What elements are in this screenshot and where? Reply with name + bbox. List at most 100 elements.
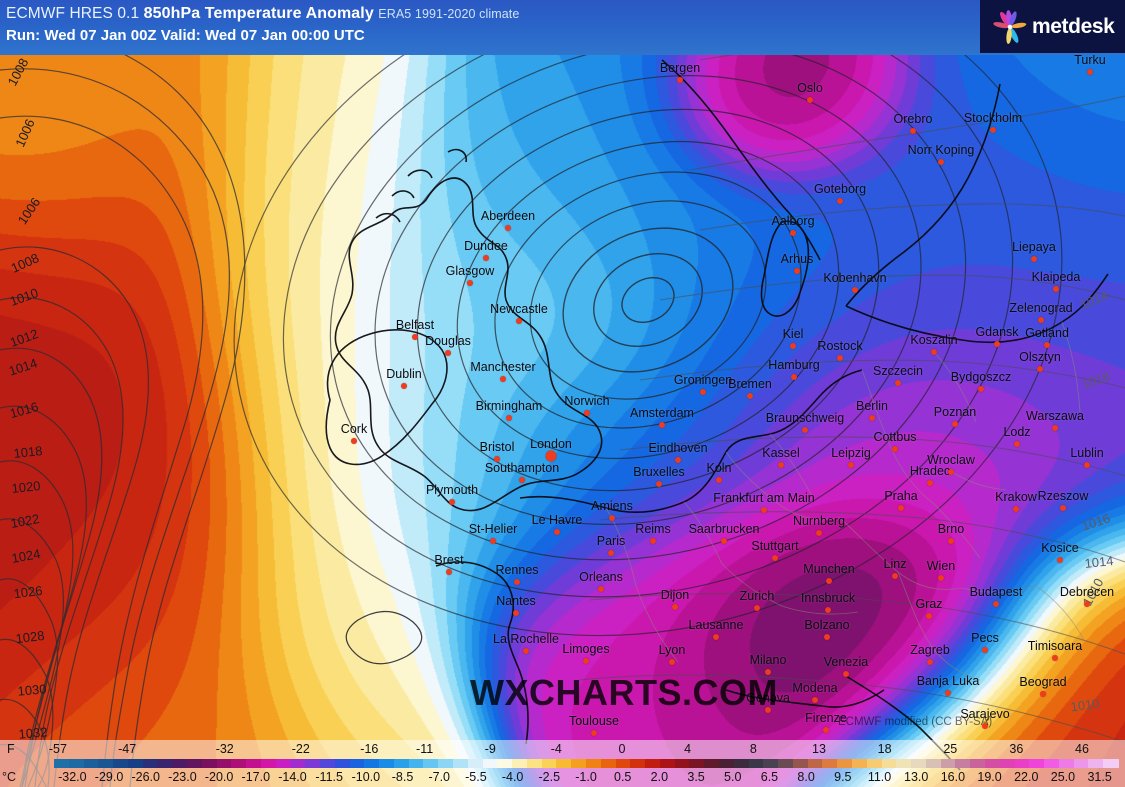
legend-tick-celsius: 16.0 — [940, 770, 966, 784]
city-label: Poznan — [933, 405, 977, 419]
city-dot-icon — [993, 601, 999, 607]
city-label: Modena — [792, 681, 838, 695]
city-label: Orleans — [579, 570, 623, 584]
colorbar-swatch — [260, 759, 277, 768]
colorbar-swatch — [172, 759, 189, 768]
site-watermark: WXCHARTS.COM — [470, 672, 778, 713]
city-label: Newcastle — [490, 302, 548, 316]
legend-tick-celsius: -14.0 — [278, 770, 307, 784]
city-dot-icon — [445, 350, 451, 356]
legend-tick-fahrenheit: -9 — [484, 742, 496, 756]
city-label: Aberdeen — [480, 209, 536, 223]
city-label: Turku — [1074, 53, 1106, 67]
city-label: Rzeszow — [1037, 489, 1089, 503]
pinwheel-icon — [989, 7, 1031, 47]
city-label: Klaipeda — [1031, 270, 1081, 284]
city-label: Pecs — [971, 631, 999, 645]
colorbar-swatch — [526, 759, 543, 768]
city-label: Lyon — [658, 643, 686, 657]
legend-tick-fahrenheit: 8 — [749, 742, 757, 756]
colorbar-swatch — [379, 759, 396, 768]
city-dot-icon — [927, 480, 933, 486]
legend-tick-celsius: -4.0 — [501, 770, 524, 784]
colorbar-swatch — [600, 759, 617, 768]
legend-tick-fahrenheit: -11 — [416, 742, 434, 756]
legend-tick-celsius: -7.0 — [428, 770, 451, 784]
colorbar-swatch — [142, 759, 159, 768]
city-dot-icon — [948, 469, 954, 475]
legend-tick-fahrenheit: -47 — [118, 742, 137, 756]
city-dot-icon — [669, 659, 675, 665]
city-dot-icon — [852, 287, 858, 293]
city-dot-icon — [591, 730, 597, 736]
colorbar-swatch — [999, 759, 1016, 768]
city-dot-icon — [677, 77, 683, 83]
city-dot-icon — [825, 607, 831, 613]
legend-tick-fahrenheit: -22 — [291, 742, 310, 756]
city-dot-icon — [816, 530, 822, 536]
city-label: Brest — [434, 553, 464, 567]
colorbar-swatch — [837, 759, 854, 768]
city-label: Dijon — [660, 588, 690, 602]
city-dot-icon — [1040, 691, 1046, 697]
city-label: Hamburg — [768, 358, 820, 372]
city-dot-icon — [791, 374, 797, 380]
colorbar-swatch — [940, 759, 957, 768]
colorbar-swatch — [231, 759, 248, 768]
city-dot-icon — [869, 415, 875, 421]
city-label: Banja Luka — [916, 674, 980, 688]
city-dot-icon — [523, 648, 529, 654]
city-dot-icon — [754, 605, 760, 611]
city-label: Frankfurt am Main — [713, 491, 815, 505]
city-label: Norr Koping — [907, 143, 975, 157]
colorbar-swatch — [305, 759, 322, 768]
city-label: Wien — [926, 559, 956, 573]
city-label: Eindhoven — [648, 441, 708, 455]
colorbar-swatch — [541, 759, 558, 768]
colorbar-swatch — [881, 759, 898, 768]
city-label: Orebro — [893, 112, 933, 126]
city-label: Venezia — [823, 655, 869, 669]
legend-tick-celsius: 31.5 — [1087, 770, 1112, 784]
city-dot-icon — [675, 457, 681, 463]
city-dot-icon — [837, 198, 843, 204]
city-dot-icon — [1014, 441, 1020, 447]
city-dot-icon — [938, 575, 944, 581]
city-dot-icon — [609, 515, 615, 521]
city-label: Plymouth — [425, 483, 479, 497]
colorbar-swatch — [645, 759, 662, 768]
metdesk-wordmark: metdesk — [1032, 14, 1115, 38]
metdesk-logo[interactable]: metdesk — [980, 0, 1125, 53]
colorbar-swatch — [955, 759, 972, 768]
city-label: Graz — [915, 597, 943, 611]
city-dot-icon — [446, 569, 452, 575]
city-label: Birmingham — [475, 399, 543, 413]
colorbar-swatch — [807, 759, 824, 768]
city-label: Dublin — [386, 367, 422, 381]
colorbar-swatch — [852, 759, 869, 768]
colorbar-swatch — [512, 759, 529, 768]
colorbar-swatch — [792, 759, 809, 768]
city-dot-icon — [608, 550, 614, 556]
city-label: Lausanne — [688, 618, 744, 632]
city-label: Bergen — [659, 61, 701, 75]
city-dot-icon — [948, 538, 954, 544]
city-label: Gdansk — [975, 325, 1019, 339]
city-label: Olsztyn — [1019, 350, 1061, 364]
city-label: Lublin — [1070, 446, 1104, 460]
colorbar-wrapper[interactable] — [54, 759, 1120, 768]
city-label: Zurich — [739, 589, 775, 603]
city-dot-icon — [837, 355, 843, 361]
colorbar-swatch — [467, 759, 484, 768]
city-label: Toulouse — [568, 714, 620, 728]
city-label: Wroclaw — [927, 453, 975, 467]
city-dot-icon — [1060, 505, 1066, 511]
city-dot-icon — [812, 697, 818, 703]
city-dot-icon — [848, 462, 854, 468]
city-label: Zagreb — [910, 643, 950, 657]
city-dot-icon — [843, 671, 849, 677]
city-label: Oslo — [797, 81, 823, 95]
colorbar-swatch — [408, 759, 425, 768]
city-dot-icon — [1084, 601, 1090, 607]
